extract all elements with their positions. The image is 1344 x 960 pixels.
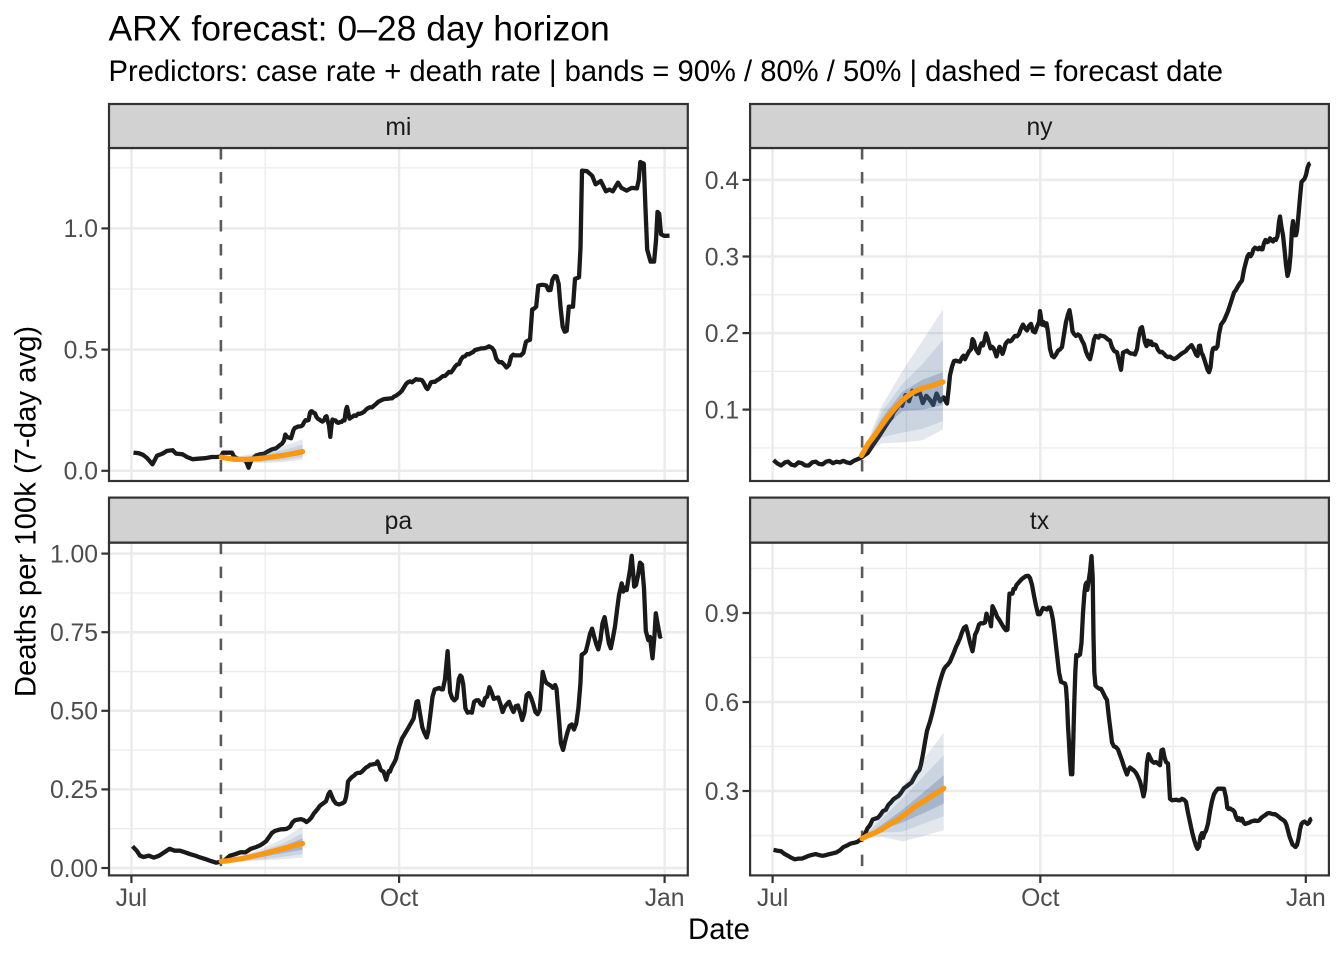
svg-text:0.4: 0.4 (705, 168, 739, 195)
svg-text:Jul: Jul (757, 885, 789, 912)
svg-text:0.1: 0.1 (705, 397, 739, 424)
svg-text:0.25: 0.25 (50, 777, 98, 804)
svg-text:0.2: 0.2 (705, 321, 739, 348)
svg-text:Oct: Oct (380, 885, 419, 912)
svg-text:Date: Date (688, 913, 750, 946)
svg-text:1.0: 1.0 (64, 216, 98, 243)
svg-text:Oct: Oct (1021, 885, 1060, 912)
svg-text:0.75: 0.75 (50, 620, 98, 647)
svg-text:0.9: 0.9 (705, 601, 739, 628)
svg-text:0.5: 0.5 (64, 337, 98, 364)
svg-text:0.6: 0.6 (705, 690, 739, 717)
svg-text:0.3: 0.3 (705, 779, 739, 806)
svg-text:ARX forecast: 0–28 day horizon: ARX forecast: 0–28 day horizon (109, 9, 610, 49)
svg-text:Jul: Jul (116, 885, 148, 912)
svg-text:mi: mi (385, 114, 411, 141)
svg-text:Jan: Jan (645, 885, 685, 912)
svg-text:tx: tx (1030, 508, 1050, 535)
svg-text:Deaths per 100k (7-day avg): Deaths per 100k (7-day avg) (10, 326, 43, 697)
svg-text:1.00: 1.00 (50, 541, 98, 568)
svg-text:0.00: 0.00 (50, 856, 98, 883)
svg-text:0.0: 0.0 (64, 459, 98, 486)
svg-text:pa: pa (385, 508, 413, 535)
svg-text:ny: ny (1026, 114, 1053, 141)
svg-text:Jan: Jan (1286, 885, 1326, 912)
svg-text:0.3: 0.3 (705, 244, 739, 271)
svg-text:Predictors: case rate + death: Predictors: case rate + death rate | ban… (109, 56, 1223, 88)
svg-text:0.50: 0.50 (50, 699, 98, 726)
